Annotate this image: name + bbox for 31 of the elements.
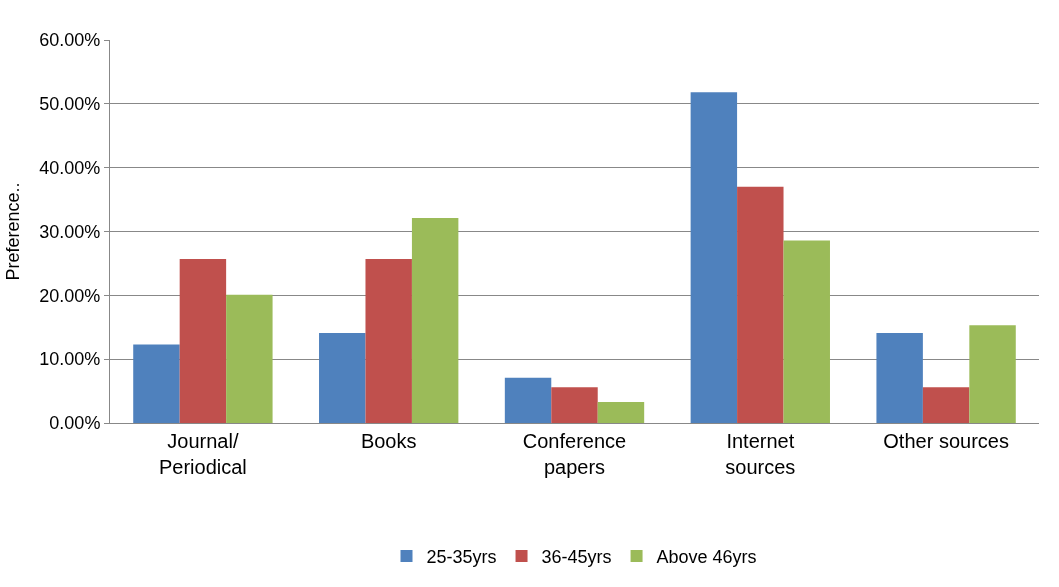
bar (504, 377, 552, 423)
bar (737, 186, 784, 423)
bar (969, 325, 1016, 423)
x-tick-label: Internet sources (725, 430, 796, 478)
bar (133, 344, 180, 423)
bar (319, 333, 366, 423)
x-tick-label: Conference papers (522, 430, 627, 478)
bar (876, 333, 923, 423)
y-tick-label: 50.00% (39, 94, 101, 115)
bar (597, 401, 645, 423)
x-tick-label: Journal/ Periodical (158, 430, 247, 478)
bar (411, 218, 459, 423)
x-tick-label: Books (360, 430, 417, 452)
bar (783, 240, 830, 423)
y-tick-label: 60.00% (39, 30, 101, 51)
y-tick-label: 20.00% (39, 285, 101, 306)
y-tick-label: 10.00% (39, 349, 101, 370)
y-tick-label: 40.00% (39, 157, 101, 178)
legend-label: 36-45yrs (541, 547, 612, 568)
bar (365, 258, 412, 423)
y-axis-title: Preference.. (2, 182, 23, 281)
legend-label: Above 46yrs (656, 547, 757, 568)
x-tick-label: Other sources (883, 430, 1009, 452)
bar (551, 387, 598, 423)
bar (922, 387, 970, 423)
y-tick-label: 30.00% (39, 221, 101, 242)
bar (179, 258, 227, 423)
bar (690, 92, 738, 423)
legend-label: 25-35yrs (426, 547, 497, 568)
bar (226, 294, 273, 423)
y-tick-label: 0.00% (49, 413, 101, 434)
